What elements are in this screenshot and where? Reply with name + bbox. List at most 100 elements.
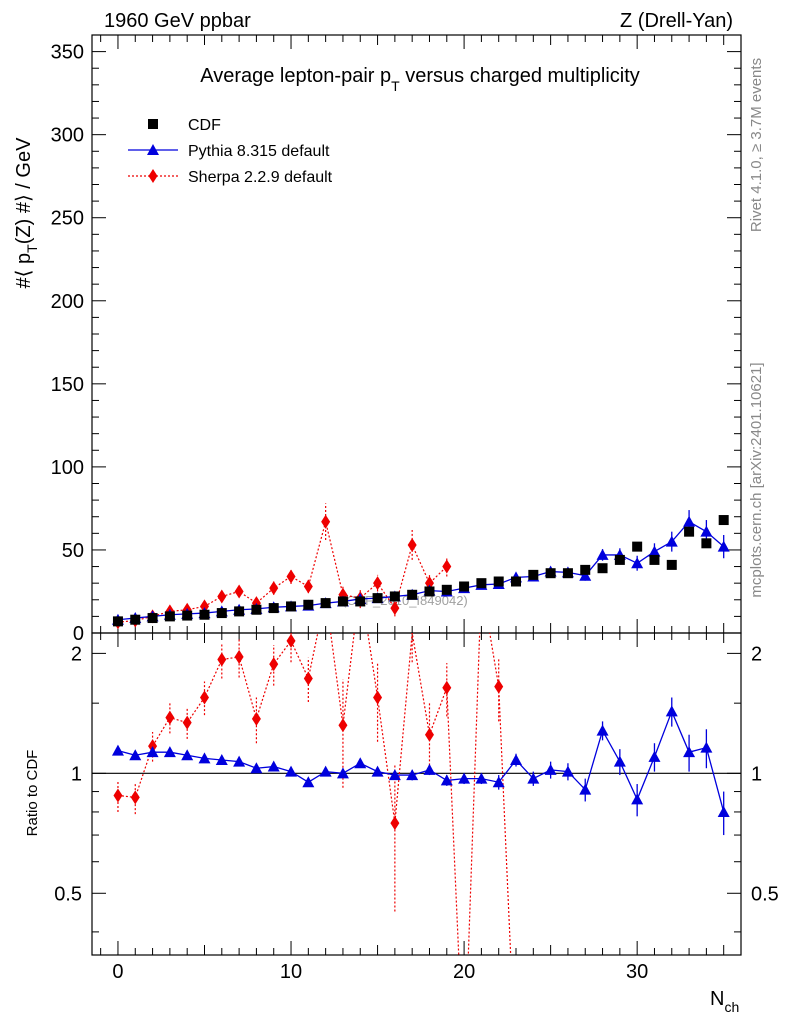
- pythia-ratio-point: [319, 765, 332, 777]
- cdf-point: [511, 576, 522, 587]
- sherpa-point: [286, 569, 296, 584]
- cdf-point: [389, 591, 400, 602]
- cdf-point: [614, 554, 625, 565]
- pythia-ratio-point: [544, 763, 557, 775]
- pythia-ratio-point: [354, 757, 367, 769]
- ratio-tick-label-right: 0.5: [751, 883, 779, 905]
- pythia-ratio-point: [146, 746, 159, 758]
- x-tick-label: 30: [626, 961, 648, 983]
- pythia-ratio-point: [129, 749, 142, 761]
- y-tick-label: 0: [73, 623, 84, 645]
- pythia-point: [596, 548, 609, 560]
- pythia-ratio-point: [181, 749, 194, 761]
- y-tick-label: 200: [51, 291, 84, 313]
- x-tick-label: 20: [453, 961, 475, 983]
- x-tick-label: 0: [112, 961, 123, 983]
- sherpa-point: [407, 537, 417, 552]
- cdf-point: [684, 526, 695, 537]
- pythia-ratio-point: [475, 772, 488, 784]
- sherpa-point: [217, 589, 227, 604]
- y-tick-label: 250: [51, 208, 84, 230]
- pythia-ratio-point: [406, 769, 419, 781]
- y-tick-label: 50: [62, 540, 84, 562]
- sherpa-ratio-point: [165, 710, 175, 725]
- y-tick-label: 300: [51, 125, 84, 147]
- cdf-point: [562, 568, 573, 579]
- cdf-point: [182, 610, 193, 621]
- cdf-point: [545, 568, 556, 579]
- ratio-tick-label: 2: [71, 643, 82, 665]
- cdf-point: [337, 596, 348, 607]
- legend: CDF Pythia 8.315 default Sherpa 2.2.9 defa…: [128, 117, 333, 186]
- pythia-ratio-point: [388, 769, 401, 781]
- sherpa-point: [234, 584, 244, 599]
- pythia-ratio-point: [527, 772, 540, 784]
- ratio-y-axis-label: Ratio to CDF: [24, 750, 41, 837]
- cdf-point: [649, 554, 660, 565]
- pythia-ratio-point: [336, 767, 349, 779]
- cdf-point: [286, 601, 297, 612]
- cdf-point: [147, 613, 158, 624]
- legend-label: Sherpa 2.2.9 default: [188, 169, 333, 186]
- cdf-point: [424, 586, 435, 597]
- sherpa-ratio-point: [424, 727, 434, 742]
- ratio-tick-label: 0.5: [54, 883, 82, 905]
- sherpa-ratio-point: [442, 680, 452, 695]
- cdf-point: [251, 604, 262, 615]
- cdf-point: [164, 611, 175, 622]
- ratio-tick-label: 1: [71, 763, 82, 785]
- cdf-point: [666, 559, 677, 570]
- y-tick-label: 350: [51, 42, 84, 64]
- sherpa-point: [321, 514, 331, 529]
- x-tick-label: 10: [280, 961, 302, 983]
- legend-label: Pythia 8.315 default: [188, 143, 330, 160]
- rivet-label: Rivet 4.1.0, ≥ 3.7M events: [748, 58, 765, 232]
- ratio-plot-frame: [91, 632, 742, 956]
- cdf-point: [130, 614, 141, 625]
- cdf-point: [320, 598, 331, 609]
- pythia-ratio-point: [492, 776, 505, 788]
- pythia-ratio-point: [423, 763, 436, 775]
- pythia-point: [631, 557, 644, 569]
- sherpa-ratio-point: [494, 679, 504, 694]
- pythia-ratio-point: [267, 760, 280, 772]
- ratio-tick-label-right: 2: [751, 643, 762, 665]
- pythia-ratio-point: [510, 754, 523, 766]
- x-axis-label: Nch: [710, 988, 739, 1015]
- sherpa-ratio-point: [390, 816, 400, 831]
- cdf-point: [459, 581, 470, 592]
- sherpa-ratio-point: [148, 739, 158, 754]
- sherpa-ratio-point: [269, 657, 279, 672]
- sherpa-ratio-point: [130, 790, 140, 805]
- header-left-label: 1960 GeV ppbar: [104, 10, 251, 32]
- cdf-point: [597, 563, 608, 574]
- pythia-ratio-point: [631, 793, 644, 805]
- sherpa-point: [373, 576, 383, 591]
- pythia-ratio-point: [163, 746, 176, 758]
- sherpa-ratio-point: [251, 711, 261, 726]
- pythia-ratio-point: [285, 765, 298, 777]
- cdf-point: [355, 596, 366, 607]
- sherpa-point: [269, 581, 279, 596]
- pythia-ratio-point: [596, 724, 609, 736]
- sherpa-ratio-point: [338, 718, 348, 733]
- cdf-point: [718, 515, 729, 526]
- sherpa-point: [303, 579, 313, 594]
- pythia-point: [648, 545, 661, 557]
- pythia-ratio-point: [250, 762, 263, 774]
- cdf-point: [234, 606, 245, 617]
- pythia-point: [579, 569, 592, 581]
- sherpa-ratio-line: [117, 633, 512, 955]
- y-tick-label: 150: [51, 374, 84, 396]
- mcplots-label: mcplots.cern.ch [arXiv:2401.10621]: [748, 362, 765, 597]
- pythia-ratio-point: [700, 741, 713, 753]
- pythia-ratio-point: [613, 755, 626, 767]
- chart-title: Average lepton-pair pT versus charged mu…: [200, 65, 640, 94]
- sherpa-ratio-point: [113, 788, 123, 803]
- sherpa-ratio-point: [303, 671, 313, 686]
- y-axis-label: #⟨ pT(Z) #⟩ / GeV: [13, 137, 40, 289]
- pythia-point: [700, 525, 713, 537]
- pythia-ratio-point: [198, 752, 211, 764]
- pythia-ratio-point: [458, 772, 471, 784]
